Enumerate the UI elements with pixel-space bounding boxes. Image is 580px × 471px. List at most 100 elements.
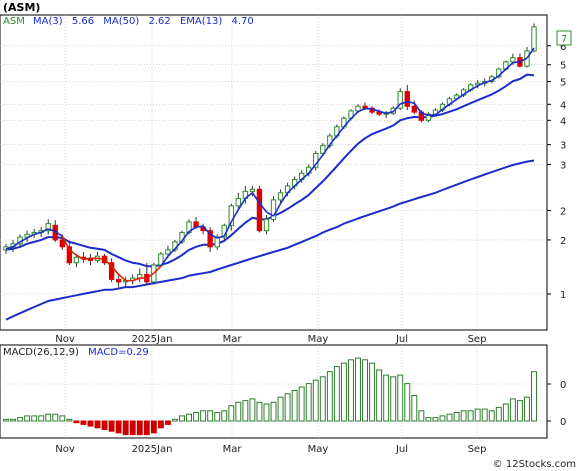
candle bbox=[404, 84, 410, 111]
ema13-series bbox=[5, 73, 535, 268]
ma3-segment bbox=[75, 254, 84, 261]
price-badge-value: 7 bbox=[561, 34, 567, 45]
macd-bar bbox=[256, 401, 263, 422]
macd-x-tick-label: Sep bbox=[468, 444, 487, 455]
macd-bar bbox=[150, 420, 157, 434]
ma3-segment bbox=[54, 230, 63, 237]
price-x-tick-label: 2025Jan bbox=[132, 334, 173, 345]
macd-bar bbox=[495, 406, 502, 422]
ma3-segment bbox=[308, 163, 317, 174]
ma3-segment bbox=[279, 192, 289, 205]
watermark: © 12Stocks.com bbox=[493, 459, 576, 470]
macd-bar bbox=[277, 396, 284, 422]
price-y-tick-label: 2 bbox=[560, 206, 566, 217]
macd-bar bbox=[474, 408, 481, 422]
macd-bar bbox=[66, 418, 73, 422]
candle bbox=[73, 254, 80, 268]
macd-bar bbox=[115, 420, 122, 434]
ma3-segment bbox=[357, 107, 366, 113]
ma3-segment bbox=[47, 228, 56, 233]
macd-bar bbox=[460, 410, 467, 422]
ma3-segment bbox=[202, 225, 211, 235]
macd-bar bbox=[509, 398, 516, 422]
macd-bar bbox=[122, 420, 129, 436]
macd-legend: MACD(26,12,9) MACD=0.29 bbox=[3, 347, 149, 358]
macd-bar bbox=[432, 417, 439, 422]
price-y-tick-label: 3 bbox=[560, 141, 566, 152]
candle-body-up bbox=[45, 223, 51, 232]
ma3-segment bbox=[442, 103, 450, 110]
ma3-segment bbox=[195, 225, 204, 228]
ma3-segment bbox=[33, 231, 42, 236]
macd-legend-label: MACD(26,12,9) bbox=[3, 347, 79, 358]
ma3-segment bbox=[83, 257, 91, 261]
macd-bar bbox=[31, 415, 38, 422]
ma3-segment bbox=[336, 126, 345, 137]
macd-bar bbox=[355, 357, 361, 422]
macd-bar bbox=[129, 420, 136, 436]
ma3-segment bbox=[188, 226, 197, 233]
candle bbox=[115, 274, 122, 288]
ma3-segment bbox=[209, 233, 218, 239]
macd-bar bbox=[94, 420, 101, 429]
ma3-segment bbox=[477, 81, 486, 87]
ma3-segment bbox=[329, 135, 338, 146]
macd-bar bbox=[439, 415, 446, 422]
macd-bar bbox=[24, 415, 31, 422]
candle-body-up bbox=[270, 199, 277, 220]
price-legend: (ASM) ASM MA(3) 5.66 MA(50) 2.62 EMA(13)… bbox=[3, 1, 254, 27]
macd-bar bbox=[531, 371, 537, 422]
ma3-segment bbox=[399, 100, 408, 105]
ma50-line bbox=[5, 159, 535, 321]
price-x-tick-label: May bbox=[308, 334, 329, 345]
candle bbox=[277, 189, 284, 204]
price-y-tick-label: 5 bbox=[560, 78, 566, 89]
ma3-segment bbox=[413, 102, 423, 114]
legend-line: ASM MA(3) 5.66 MA(50) 2.62 EMA(13) 4.70 bbox=[3, 16, 254, 27]
ma3-segment bbox=[350, 111, 359, 120]
candle-body-down bbox=[362, 105, 368, 109]
ma3-segment bbox=[456, 93, 465, 101]
candle-body-up bbox=[228, 205, 234, 226]
candle-body-up bbox=[235, 197, 242, 207]
candle bbox=[66, 241, 73, 266]
macd-bar bbox=[376, 369, 383, 422]
ma3-segment bbox=[449, 98, 458, 105]
macd-bar bbox=[242, 400, 249, 422]
ma3-segment bbox=[61, 235, 71, 251]
macd-bar bbox=[291, 389, 298, 422]
macd-bar bbox=[284, 393, 291, 422]
price-frame bbox=[0, 14, 548, 331]
macd-bar bbox=[207, 410, 214, 422]
ma3-series bbox=[5, 47, 535, 282]
macd-legend-value: MACD=0.29 bbox=[88, 347, 149, 358]
ma3-segment bbox=[434, 108, 443, 116]
macd-bar bbox=[467, 410, 474, 422]
ma3-segment bbox=[301, 172, 310, 181]
price-badge-box bbox=[556, 30, 572, 46]
macd-bar bbox=[453, 412, 460, 422]
ma3-segment bbox=[12, 241, 21, 248]
candle bbox=[270, 196, 277, 222]
legend-ema13-label: EMA(13) bbox=[180, 16, 222, 27]
legend-symbol: ASM bbox=[3, 16, 25, 27]
legend-ma3-label: MA(3) bbox=[33, 16, 63, 27]
macd-bar bbox=[164, 420, 171, 425]
ma3-segment bbox=[266, 211, 274, 217]
candle bbox=[263, 215, 270, 235]
legend-ma50-label: MA(50) bbox=[103, 16, 139, 27]
macd-bar bbox=[228, 405, 235, 422]
macd-bar bbox=[488, 410, 495, 422]
ma3-segment bbox=[512, 61, 521, 64]
candle bbox=[425, 112, 432, 123]
macd-bar bbox=[10, 418, 17, 422]
candle bbox=[235, 192, 242, 209]
ma3-segment bbox=[463, 89, 472, 96]
candle bbox=[531, 23, 537, 53]
ma3-segment bbox=[421, 112, 429, 117]
ma3-segment bbox=[146, 272, 155, 279]
candle-body-up bbox=[397, 91, 403, 109]
legend-ema13-value: 4.70 bbox=[231, 16, 253, 27]
ma3-segment bbox=[244, 192, 253, 200]
